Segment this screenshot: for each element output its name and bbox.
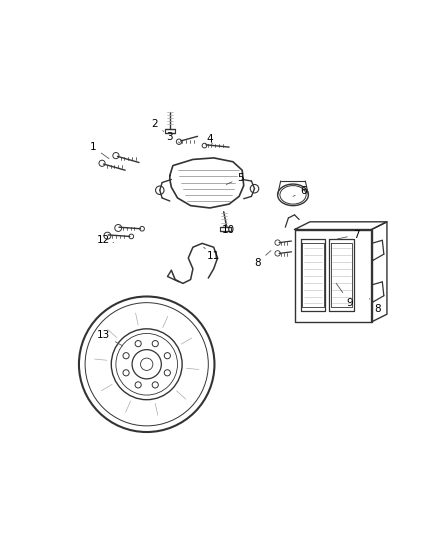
Text: 9: 9: [336, 284, 353, 308]
Text: 10: 10: [222, 224, 235, 235]
Text: 2: 2: [151, 119, 164, 132]
Text: 13: 13: [97, 330, 123, 346]
Text: 1: 1: [89, 142, 109, 159]
Text: 5: 5: [226, 173, 244, 184]
Text: 11: 11: [204, 247, 220, 262]
Text: 8: 8: [369, 298, 381, 314]
Text: 8: 8: [254, 251, 271, 268]
Text: 4: 4: [207, 134, 213, 144]
Text: 7: 7: [337, 230, 360, 240]
Text: 3: 3: [166, 132, 180, 143]
Text: 12: 12: [97, 235, 113, 245]
Text: 6: 6: [293, 186, 307, 196]
